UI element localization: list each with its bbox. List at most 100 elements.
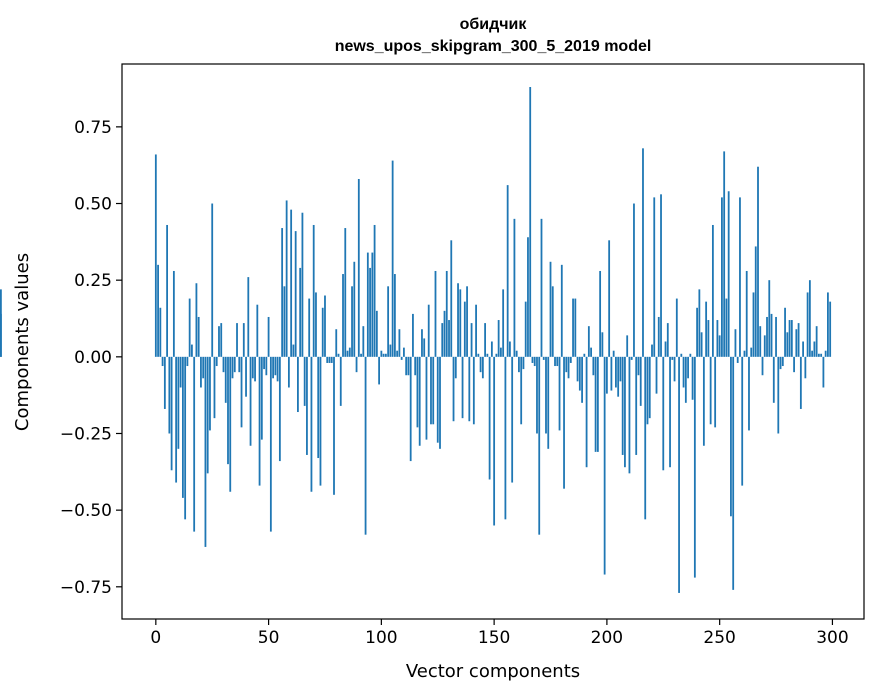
bar [328, 356, 331, 363]
bar [204, 356, 207, 547]
bar [206, 356, 209, 474]
bar [601, 332, 604, 357]
bar [777, 356, 780, 434]
bar [432, 356, 435, 425]
bar [642, 148, 644, 357]
bar [421, 329, 423, 357]
bar [168, 356, 171, 434]
bar [644, 356, 647, 520]
bar [576, 356, 579, 382]
bar [382, 353, 385, 357]
bar [324, 295, 326, 357]
bar [459, 289, 462, 357]
bar [527, 237, 529, 357]
bar [556, 356, 559, 367]
bar [488, 356, 491, 480]
bar [587, 326, 590, 357]
bar [191, 344, 193, 357]
bar [790, 320, 793, 357]
bar [680, 353, 683, 357]
bar [222, 356, 225, 373]
bar [628, 356, 631, 474]
bar [441, 323, 444, 357]
bar [470, 323, 473, 357]
bar [518, 356, 520, 373]
bar [378, 356, 380, 385]
bar [188, 298, 191, 357]
bar [619, 356, 622, 382]
bar [495, 353, 498, 357]
bar [711, 224, 714, 357]
bar [357, 178, 360, 357]
bar [439, 356, 441, 449]
bar [479, 356, 482, 373]
bar [315, 292, 317, 357]
bar [608, 240, 611, 357]
bar [558, 356, 561, 431]
bar [829, 301, 832, 357]
bar [497, 320, 500, 357]
bar [551, 286, 554, 357]
bar [529, 87, 532, 357]
bar [290, 209, 293, 357]
bar [409, 356, 412, 462]
bar [312, 224, 315, 357]
bar [687, 356, 689, 379]
y-tick-label: 0.25 [74, 271, 112, 291]
bar [815, 326, 818, 357]
bar [172, 270, 175, 357]
bar [299, 267, 302, 357]
bar [335, 329, 338, 357]
bar [166, 224, 168, 357]
bar [513, 218, 516, 357]
bar [730, 356, 732, 517]
bar [651, 344, 653, 357]
bar [524, 301, 527, 357]
bar [231, 356, 234, 379]
bar [425, 356, 428, 440]
bar [732, 356, 735, 590]
bar [811, 350, 814, 357]
bar [673, 356, 676, 382]
bar [499, 347, 502, 357]
bar [342, 274, 344, 357]
bar [445, 270, 448, 357]
bar [339, 356, 342, 406]
bar [344, 228, 347, 357]
bar [416, 356, 419, 428]
bar [256, 304, 259, 357]
bar [766, 316, 768, 357]
bar [678, 356, 680, 593]
bar [531, 356, 534, 363]
x-axis-label: Vector components [406, 661, 580, 682]
y-tick-label: −0.50 [60, 501, 112, 521]
bar [463, 301, 466, 357]
bar [407, 356, 410, 376]
bar [326, 356, 329, 363]
bar [461, 356, 464, 419]
bar [612, 350, 615, 357]
bar [448, 320, 450, 357]
bar [220, 323, 223, 357]
bar [567, 356, 570, 379]
x-tick-label: 0 [150, 628, 161, 648]
bar [337, 353, 340, 357]
x-tick-label: 100 [365, 628, 397, 648]
bar [450, 240, 453, 357]
bar [808, 280, 811, 357]
bar [721, 197, 723, 357]
bar [477, 353, 480, 357]
bar [360, 353, 362, 357]
bar [691, 356, 694, 400]
bar [509, 341, 511, 357]
bar [362, 326, 365, 357]
bar [725, 298, 728, 357]
bar [276, 356, 279, 382]
bar [779, 356, 782, 370]
y-axis-label: Components values [12, 253, 33, 431]
bar [274, 356, 277, 376]
bar [802, 341, 804, 357]
bar [348, 347, 351, 357]
bar [197, 316, 200, 357]
